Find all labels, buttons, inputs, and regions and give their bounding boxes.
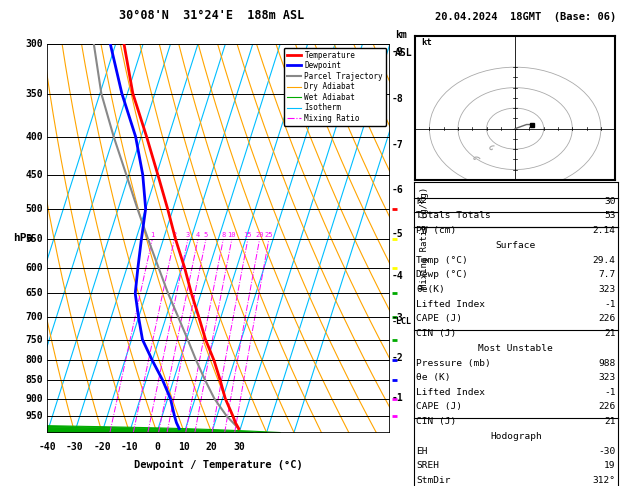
Text: 323: 323 bbox=[599, 285, 616, 294]
Text: Most Unstable: Most Unstable bbox=[479, 344, 553, 353]
Text: 900: 900 bbox=[25, 394, 43, 403]
Text: 30: 30 bbox=[233, 442, 245, 452]
Text: 312°: 312° bbox=[593, 476, 616, 485]
Text: SREH: SREH bbox=[416, 462, 440, 470]
Text: 3: 3 bbox=[186, 231, 190, 238]
Text: 226: 226 bbox=[599, 314, 616, 323]
Text: -LCL: -LCL bbox=[392, 317, 412, 327]
Text: 15: 15 bbox=[243, 231, 252, 238]
Text: 21: 21 bbox=[604, 417, 616, 426]
Text: PW (cm): PW (cm) bbox=[416, 226, 457, 235]
Text: 21: 21 bbox=[604, 329, 616, 338]
Text: -20: -20 bbox=[93, 442, 111, 452]
Text: 10: 10 bbox=[228, 231, 236, 238]
Text: -9: -9 bbox=[392, 47, 403, 57]
Text: Lifted Index: Lifted Index bbox=[416, 300, 486, 309]
Text: 20: 20 bbox=[255, 231, 264, 238]
Text: 19: 19 bbox=[604, 462, 616, 470]
Text: 29.4: 29.4 bbox=[593, 256, 616, 265]
Text: θe(K): θe(K) bbox=[416, 285, 445, 294]
Text: 850: 850 bbox=[25, 375, 43, 385]
Text: 600: 600 bbox=[25, 262, 43, 273]
Text: 700: 700 bbox=[25, 312, 43, 322]
Text: -8: -8 bbox=[392, 94, 403, 104]
Text: CIN (J): CIN (J) bbox=[416, 417, 457, 426]
Text: 988: 988 bbox=[599, 359, 616, 368]
Text: Totals Totals: Totals Totals bbox=[416, 211, 491, 221]
Text: 650: 650 bbox=[25, 288, 43, 298]
Text: -1: -1 bbox=[392, 393, 403, 403]
Text: -1: -1 bbox=[604, 388, 616, 397]
Text: 800: 800 bbox=[25, 355, 43, 365]
Text: 7.7: 7.7 bbox=[599, 271, 616, 279]
Text: -2: -2 bbox=[392, 353, 403, 364]
Text: EH: EH bbox=[416, 447, 428, 456]
Text: 53: 53 bbox=[604, 211, 616, 221]
Text: 550: 550 bbox=[25, 234, 43, 244]
Text: hPa: hPa bbox=[13, 233, 33, 243]
Text: -40: -40 bbox=[38, 442, 56, 452]
Text: 5: 5 bbox=[204, 231, 208, 238]
Text: Mixing Ratio (g/kg): Mixing Ratio (g/kg) bbox=[420, 187, 429, 289]
Text: 10: 10 bbox=[179, 442, 190, 452]
Text: Lifted Index: Lifted Index bbox=[416, 388, 486, 397]
Text: -3: -3 bbox=[392, 313, 403, 323]
Text: 323: 323 bbox=[599, 373, 616, 382]
Text: 750: 750 bbox=[25, 335, 43, 345]
Text: Surface: Surface bbox=[496, 242, 536, 250]
Text: StmDir: StmDir bbox=[416, 476, 451, 485]
Text: -30: -30 bbox=[599, 447, 616, 456]
Text: -7: -7 bbox=[392, 140, 403, 150]
Text: 400: 400 bbox=[25, 132, 43, 141]
Text: 350: 350 bbox=[25, 88, 43, 99]
Text: 25: 25 bbox=[265, 231, 273, 238]
Text: km: km bbox=[395, 30, 407, 40]
Text: 2.14: 2.14 bbox=[593, 226, 616, 235]
Text: 450: 450 bbox=[25, 170, 43, 180]
Text: Dewpoint / Temperature (°C): Dewpoint / Temperature (°C) bbox=[134, 460, 303, 470]
Text: 2: 2 bbox=[172, 231, 176, 238]
Text: kt: kt bbox=[421, 37, 431, 47]
Text: -6: -6 bbox=[392, 185, 403, 195]
Text: 500: 500 bbox=[25, 204, 43, 214]
Text: Dewp (°C): Dewp (°C) bbox=[416, 271, 468, 279]
Text: ASL: ASL bbox=[395, 48, 413, 58]
Text: Temp (°C): Temp (°C) bbox=[416, 256, 468, 265]
Text: CAPE (J): CAPE (J) bbox=[416, 402, 462, 412]
Text: Hodograph: Hodograph bbox=[490, 433, 542, 441]
Text: 30°08'N  31°24'E  188m ASL: 30°08'N 31°24'E 188m ASL bbox=[119, 9, 304, 22]
Text: θe (K): θe (K) bbox=[416, 373, 451, 382]
Text: -10: -10 bbox=[121, 442, 138, 452]
Legend: Temperature, Dewpoint, Parcel Trajectory, Dry Adiabat, Wet Adiabat, Isotherm, Mi: Temperature, Dewpoint, Parcel Trajectory… bbox=[284, 48, 386, 126]
Text: -5: -5 bbox=[392, 229, 403, 239]
Text: 30: 30 bbox=[604, 197, 616, 206]
Text: 950: 950 bbox=[25, 411, 43, 421]
Text: CIN (J): CIN (J) bbox=[416, 329, 457, 338]
Text: 8: 8 bbox=[221, 231, 225, 238]
Text: Pressure (mb): Pressure (mb) bbox=[416, 359, 491, 368]
Text: 1: 1 bbox=[150, 231, 154, 238]
Text: 20: 20 bbox=[206, 442, 218, 452]
Text: K: K bbox=[416, 197, 422, 206]
Text: 0: 0 bbox=[154, 442, 160, 452]
Text: 300: 300 bbox=[25, 39, 43, 49]
Text: CAPE (J): CAPE (J) bbox=[416, 314, 462, 323]
Text: -30: -30 bbox=[66, 442, 84, 452]
Text: 4: 4 bbox=[196, 231, 200, 238]
Text: 226: 226 bbox=[599, 402, 616, 412]
Text: -1: -1 bbox=[604, 300, 616, 309]
Text: 20.04.2024  18GMT  (Base: 06): 20.04.2024 18GMT (Base: 06) bbox=[435, 12, 616, 22]
Text: -4: -4 bbox=[392, 271, 403, 281]
